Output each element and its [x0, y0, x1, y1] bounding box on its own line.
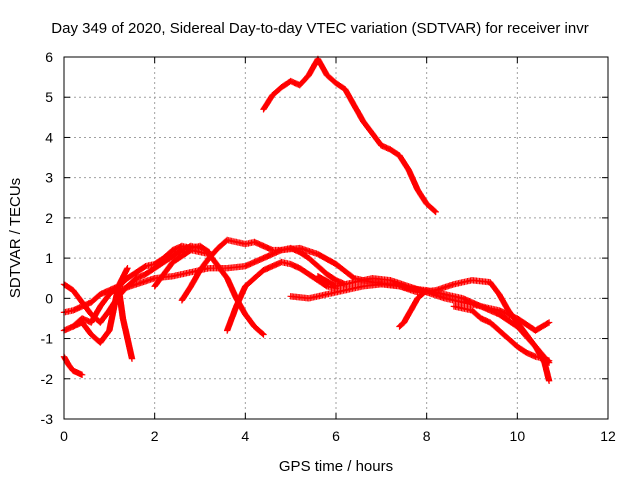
chart-title: Day 349 of 2020, Sidereal Day-to-day VTE…: [51, 20, 588, 37]
y-tick-label: -1: [41, 331, 54, 347]
data-point-markers: [287, 277, 553, 384]
x-tick-label: 6: [332, 428, 340, 444]
data-point-markers: [178, 236, 349, 304]
series-track-10: [224, 258, 340, 334]
series-track-11: [287, 277, 553, 384]
plot-frame: [63, 56, 609, 420]
x-axis-title: GPS time / hours: [279, 458, 393, 475]
data-points: [60, 55, 553, 384]
x-tick-label: 4: [241, 428, 249, 444]
y-tick-label: 2: [45, 210, 53, 226]
series-track-9: [178, 236, 349, 304]
x-tick-label: 10: [510, 428, 526, 444]
y-tick-label: -2: [41, 371, 54, 387]
y-axis-title: SDTVAR / TECUs: [7, 178, 24, 298]
y-tick-label: 3: [45, 170, 53, 186]
x-tick-label: 8: [423, 428, 431, 444]
y-tick-label: 5: [45, 89, 53, 105]
y-tick-label: -3: [41, 411, 54, 427]
data-point-markers: [396, 287, 430, 330]
data-point-markers: [151, 246, 267, 338]
data-point-markers: [450, 303, 553, 364]
y-tick-label: 6: [45, 49, 53, 65]
x-tick-label: 2: [151, 428, 159, 444]
series-track-8: [151, 246, 267, 338]
y-tick-label: 0: [45, 290, 53, 306]
y-tick-label: 1: [45, 250, 53, 266]
series-track-14: [450, 303, 553, 364]
series-track-1: [260, 55, 439, 216]
data-point-markers: [260, 55, 439, 216]
series-track-13: [396, 287, 430, 330]
x-tick-label: 12: [600, 428, 616, 444]
x-tick-label: 0: [60, 428, 68, 444]
data-point-markers: [224, 258, 340, 334]
grid: [64, 57, 608, 419]
y-tick-label: 4: [45, 129, 53, 145]
